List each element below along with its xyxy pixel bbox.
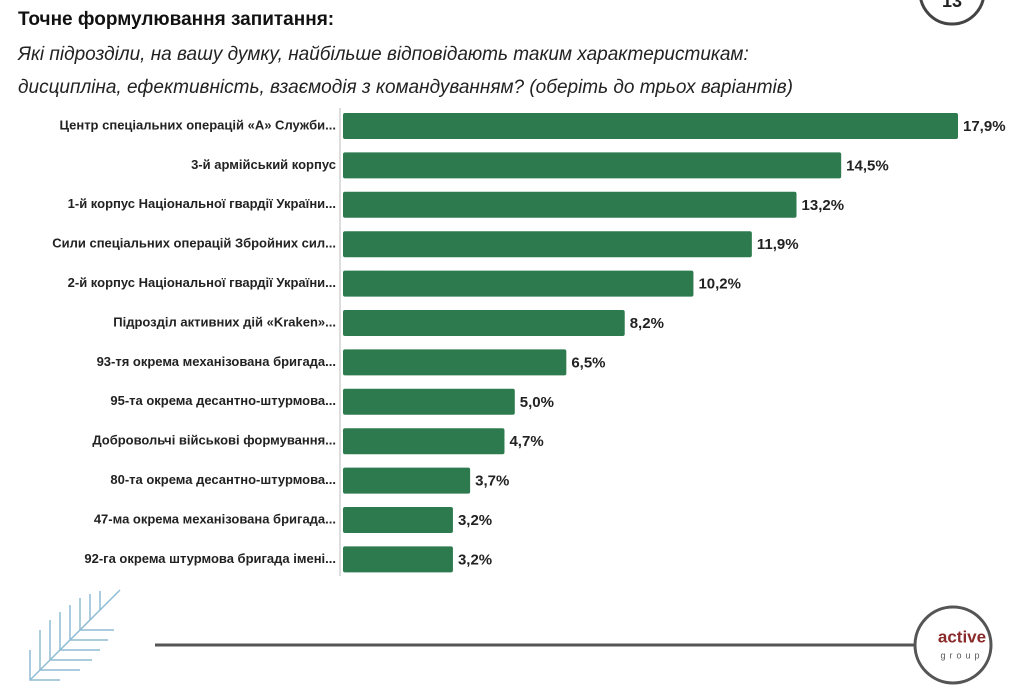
value-label: 14,5%	[846, 157, 889, 174]
value-label: 6,5%	[571, 354, 605, 371]
bar	[343, 113, 958, 139]
bar	[343, 152, 842, 179]
bar	[343, 270, 694, 297]
bar	[343, 428, 505, 455]
bar	[343, 349, 567, 376]
logo-text: active	[938, 627, 986, 646]
value-label: 3,2%	[458, 551, 492, 568]
category-label: 2-й корпус Національної гвардії України.…	[68, 275, 336, 290]
category-label: Сили спеціальних операцій Збройних сил..…	[52, 236, 336, 251]
logo-circle	[913, 605, 993, 685]
category-label: 80-та окрема десантно-штурмова...	[110, 472, 336, 487]
bar	[343, 507, 453, 533]
leaf-icon	[29, 589, 121, 681]
value-label: 8,2%	[630, 315, 664, 332]
value-label: 4,7%	[509, 433, 543, 450]
category-label: 47-ма окрема механізована бригада...	[94, 511, 336, 526]
bar	[343, 191, 797, 218]
value-label: 17,9%	[963, 118, 1006, 135]
value-label: 3,2%	[458, 512, 492, 529]
bar	[343, 546, 453, 573]
category-label: 3-й армійський корпус	[191, 157, 336, 172]
bar	[343, 310, 625, 336]
page-badge	[919, 0, 985, 26]
value-label: 11,9%	[757, 236, 799, 253]
bar	[343, 231, 752, 258]
category-label: Центр спеціальних операцій «А» Служби...	[59, 117, 336, 132]
category-label: 92-га окрема штурмова бригада імені...	[84, 551, 336, 566]
logo-subtext: group	[940, 650, 983, 660]
bar	[343, 467, 471, 494]
category-label: 95-та окрема десантно-штурмова...	[110, 393, 336, 408]
bar	[343, 388, 515, 415]
chart-title: Точне формулювання запитання:	[18, 9, 334, 30]
chart-subtitle: дисципліна, ефективність, взаємодія з ко…	[18, 77, 793, 98]
value-label: 5,0%	[520, 394, 554, 411]
value-label: 10,2%	[698, 276, 741, 293]
value-label: 13,2%	[802, 197, 845, 214]
category-label: 93-тя окрема механізована бригада...	[97, 354, 336, 369]
category-label: Підрозділ активних дій «Kraken»...	[113, 314, 336, 329]
category-label: 1-й корпус Національної гвардії України.…	[68, 196, 336, 211]
category-label: Добровольчі військові формування...	[92, 433, 336, 448]
page-number: 13	[942, 0, 962, 11]
value-label: 3,7%	[475, 473, 509, 490]
chart-subtitle: Які підрозділи, на вашу думку, найбільше…	[17, 44, 749, 65]
